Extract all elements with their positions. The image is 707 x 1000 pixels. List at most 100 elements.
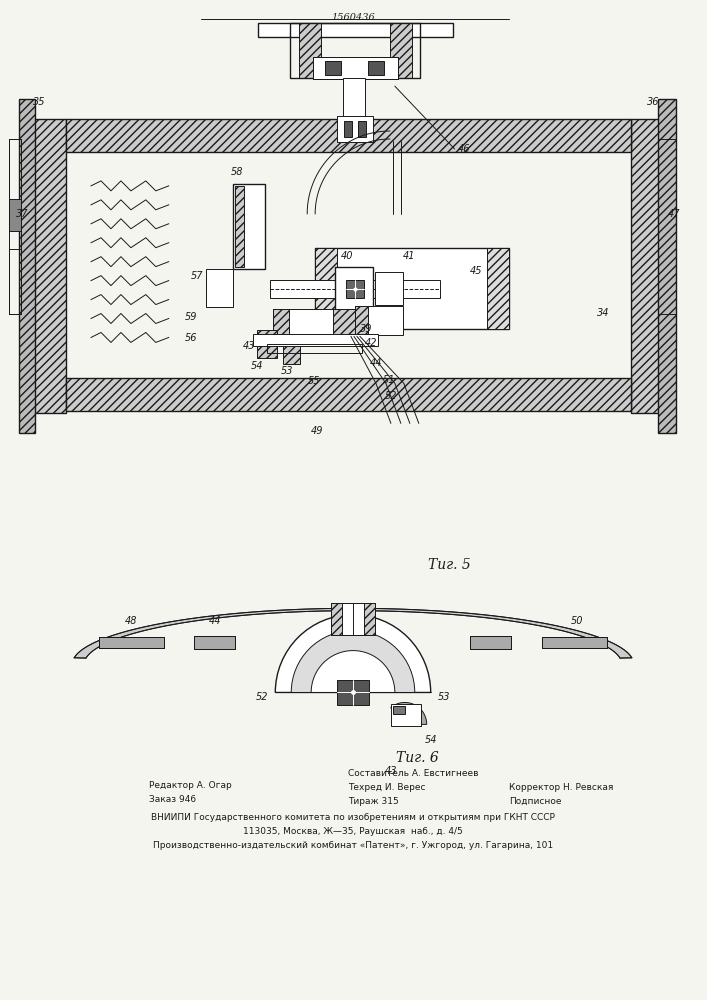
Text: 53: 53 xyxy=(438,692,450,702)
Text: 36: 36 xyxy=(647,97,660,107)
Bar xyxy=(66,378,631,411)
Bar xyxy=(469,636,511,649)
Bar xyxy=(337,116,373,142)
Bar xyxy=(487,248,509,329)
Text: 59: 59 xyxy=(185,312,198,322)
Text: 35: 35 xyxy=(33,97,45,107)
Bar xyxy=(313,57,398,79)
Bar xyxy=(9,199,21,231)
Text: 34: 34 xyxy=(597,308,609,318)
Bar xyxy=(274,309,289,335)
Bar xyxy=(335,267,373,311)
Text: 57: 57 xyxy=(191,271,204,281)
Bar xyxy=(391,704,421,726)
Text: 46: 46 xyxy=(457,144,470,154)
Text: 54: 54 xyxy=(251,361,263,371)
Text: 1560436: 1560436 xyxy=(331,13,375,22)
Text: 50: 50 xyxy=(571,616,583,626)
Bar xyxy=(33,119,66,413)
Bar xyxy=(358,121,366,137)
Text: 45: 45 xyxy=(469,266,482,276)
Text: 41: 41 xyxy=(403,251,415,261)
Bar xyxy=(331,603,342,635)
Bar xyxy=(331,603,375,635)
Bar xyxy=(390,23,411,78)
Bar xyxy=(355,306,368,335)
Text: Корректор Н. Ревская: Корректор Н. Ревская xyxy=(509,783,614,792)
Text: 44: 44 xyxy=(209,616,222,626)
Bar xyxy=(194,636,235,649)
Bar xyxy=(99,637,164,648)
Bar xyxy=(253,334,378,346)
Bar xyxy=(346,280,364,298)
Bar xyxy=(9,139,21,314)
Text: 58: 58 xyxy=(231,167,244,177)
Polygon shape xyxy=(74,608,632,658)
Bar xyxy=(291,23,420,78)
Bar xyxy=(267,344,362,353)
Bar xyxy=(99,637,164,648)
Bar xyxy=(9,139,21,204)
Bar xyxy=(333,309,355,335)
Bar xyxy=(469,636,511,649)
Bar xyxy=(375,272,403,305)
Text: Τиг. 6: Τиг. 6 xyxy=(397,751,439,765)
Text: 42: 42 xyxy=(365,338,378,348)
Bar xyxy=(284,340,300,364)
Text: 53: 53 xyxy=(281,366,293,376)
Text: Техред И. Верес: Техред И. Верес xyxy=(348,783,426,792)
Bar xyxy=(658,139,676,314)
Text: 47: 47 xyxy=(668,209,681,219)
Text: 49: 49 xyxy=(355,612,367,622)
Bar xyxy=(368,61,384,75)
Bar xyxy=(233,184,265,269)
Text: Производственно-издательский комбинат «Патент», г. Ужгород, ул. Гагарина, 101: Производственно-издательский комбинат «П… xyxy=(153,841,553,850)
Text: 37: 37 xyxy=(16,209,28,219)
Wedge shape xyxy=(291,631,415,692)
Text: ВНИИПИ Государственного комитета по изобретениям и открытиям при ГКНТ СССР: ВНИИПИ Государственного комитета по изоб… xyxy=(151,813,555,822)
Text: 48: 48 xyxy=(124,616,137,626)
Text: Составитель А. Евстигнеев: Составитель А. Евстигнеев xyxy=(348,769,479,778)
Bar xyxy=(343,78,365,130)
Text: 52: 52 xyxy=(385,391,397,401)
Text: 113035, Москва, Ж—35, Раушская  наб., д. 4/5: 113035, Москва, Ж—35, Раушская наб., д. … xyxy=(243,827,463,836)
Bar xyxy=(315,248,509,329)
Text: Тираж 315: Тираж 315 xyxy=(348,797,399,806)
Bar xyxy=(315,248,337,329)
Text: 43: 43 xyxy=(243,341,255,351)
Bar xyxy=(337,680,369,705)
Bar xyxy=(235,186,245,267)
Bar xyxy=(313,57,398,79)
Wedge shape xyxy=(275,615,431,692)
Bar xyxy=(631,119,664,413)
Bar xyxy=(19,99,35,433)
Text: 49: 49 xyxy=(311,426,323,436)
Text: Заказ 946: Заказ 946 xyxy=(148,795,196,804)
Bar xyxy=(257,330,277,358)
Text: Редактор А. Огар: Редактор А. Огар xyxy=(148,781,232,790)
Bar xyxy=(66,119,631,152)
Text: 39: 39 xyxy=(360,324,373,334)
Text: 55: 55 xyxy=(308,376,320,386)
Text: 43: 43 xyxy=(385,766,397,776)
Bar xyxy=(542,637,607,648)
Bar xyxy=(9,249,21,314)
Text: 52: 52 xyxy=(256,692,269,702)
Bar xyxy=(355,306,403,335)
Wedge shape xyxy=(391,702,427,724)
Text: 44: 44 xyxy=(370,358,382,368)
Bar xyxy=(274,309,355,335)
Text: 40: 40 xyxy=(341,251,354,261)
Bar xyxy=(325,61,341,75)
Text: Τиг. 5: Τиг. 5 xyxy=(428,558,471,572)
Bar xyxy=(344,121,352,137)
Bar xyxy=(206,269,233,307)
Text: 56: 56 xyxy=(185,333,198,343)
Bar xyxy=(542,637,607,648)
Bar xyxy=(194,636,235,649)
Wedge shape xyxy=(311,651,395,692)
Text: 51: 51 xyxy=(383,375,395,385)
Bar xyxy=(258,23,452,37)
Text: 54: 54 xyxy=(425,735,437,745)
Text: Подписное: Подписное xyxy=(509,797,562,806)
